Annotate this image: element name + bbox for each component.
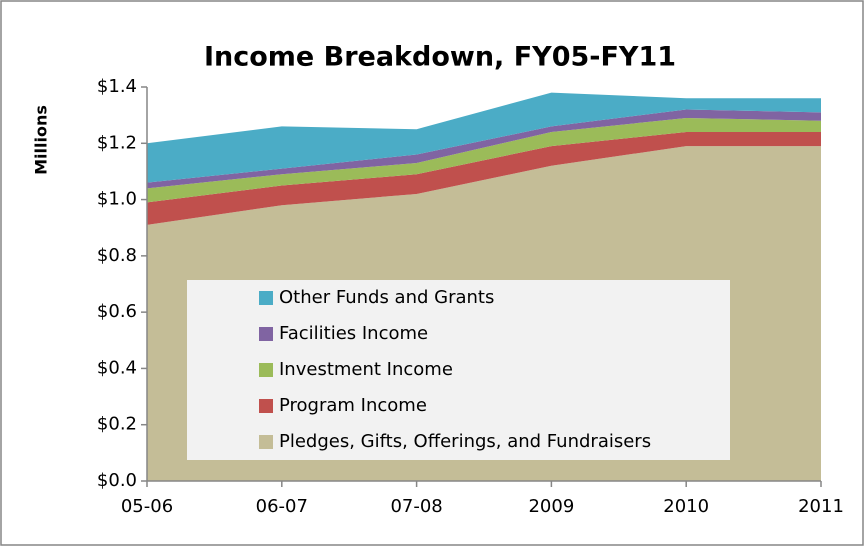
x-tick-label: 05-06	[121, 496, 173, 517]
legend-swatch	[259, 291, 273, 305]
y-tick-label: $0.0	[97, 470, 137, 491]
y-tick-label: $1.4	[97, 76, 137, 97]
y-tick-label: $1.2	[97, 132, 137, 153]
legend-swatch	[259, 435, 273, 449]
y-axis-label: Millions	[32, 105, 51, 175]
x-tick-label: 2009	[528, 496, 574, 517]
legend-swatch	[259, 399, 273, 413]
y-tick-label: $0.6	[97, 301, 137, 322]
legend-swatch	[259, 363, 273, 377]
x-tick-label: 2011	[798, 496, 844, 517]
y-tick-label: $1.0	[97, 189, 137, 210]
y-tick-label: $0.2	[97, 414, 137, 435]
legend-label: Facilities Income	[279, 323, 428, 344]
legend-label: Program Income	[279, 395, 427, 416]
legend-label: Investment Income	[279, 359, 453, 380]
x-tick-label: 06-07	[256, 496, 308, 517]
x-tick-label: 2010	[663, 496, 709, 517]
legend-swatch	[259, 327, 273, 341]
area	[147, 117, 821, 203]
area	[147, 109, 821, 189]
x-tick-label: 07-08	[390, 496, 442, 517]
legend-label: Other Funds and Grants	[279, 287, 494, 308]
chart-title: Income Breakdown, FY05-FY11	[204, 42, 676, 73]
area	[147, 92, 821, 183]
y-tick-label: $0.8	[97, 245, 137, 266]
y-tick-label: $0.4	[97, 357, 137, 378]
legend-label: Pledges, Gifts, Offerings, and Fundraise…	[279, 431, 651, 452]
legend-box	[187, 280, 730, 460]
area	[147, 132, 821, 225]
